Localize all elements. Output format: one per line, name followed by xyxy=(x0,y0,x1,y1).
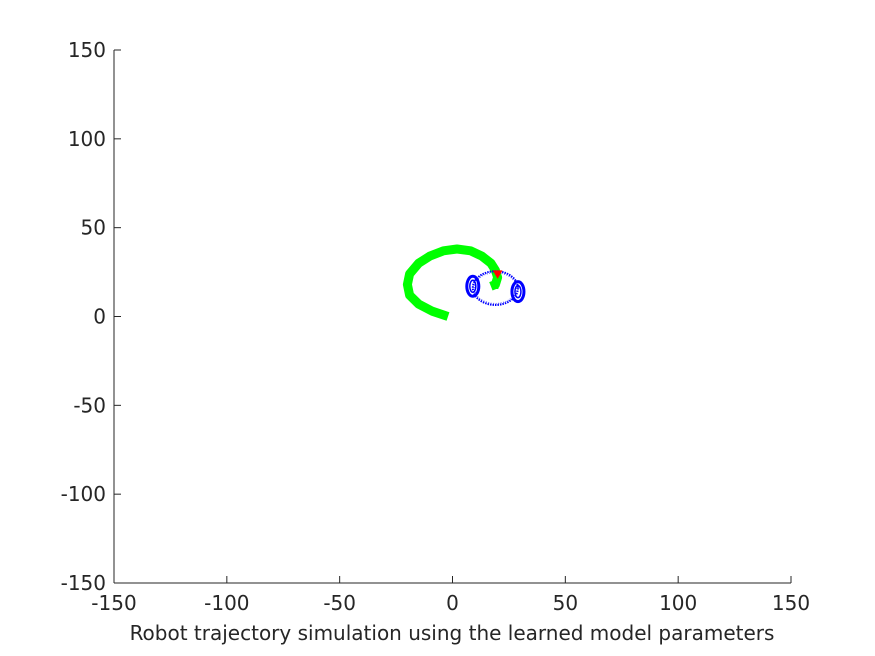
x-tick-label: -100 xyxy=(204,591,249,615)
robot-front-marker xyxy=(492,280,499,289)
y-tick-label: 50 xyxy=(81,216,106,240)
x-axis-label: Robot trajectory simulation using the le… xyxy=(130,621,775,645)
x-tick-label: -50 xyxy=(323,591,356,615)
x-tick-label: 150 xyxy=(772,591,810,615)
y-tick-label: -100 xyxy=(61,482,106,506)
x-tick-label: 100 xyxy=(659,591,697,615)
y-tick-label: -50 xyxy=(73,393,106,417)
trajectory-line xyxy=(402,244,503,321)
y-tick-label: 0 xyxy=(93,305,106,329)
y-tick-label: 150 xyxy=(68,38,106,62)
y-tick-label: 100 xyxy=(68,127,106,151)
robot-wheel-right-inner xyxy=(514,284,522,299)
x-tick-label: 0 xyxy=(446,591,459,615)
x-tick-label: 50 xyxy=(553,591,578,615)
y-tick-label: -150 xyxy=(61,571,106,595)
axes: -150 -100 -50 0 50 100 150 -150 -100 -50 0 50 100 150 xyxy=(61,38,810,615)
robot-wheel-left xyxy=(465,274,481,298)
robot-wheel-right xyxy=(510,280,526,304)
plot-marks xyxy=(402,244,526,321)
robot-wheel-left-inner xyxy=(469,279,477,294)
x-tick-label: -150 xyxy=(91,591,136,615)
robot-heading-marker xyxy=(492,270,503,279)
